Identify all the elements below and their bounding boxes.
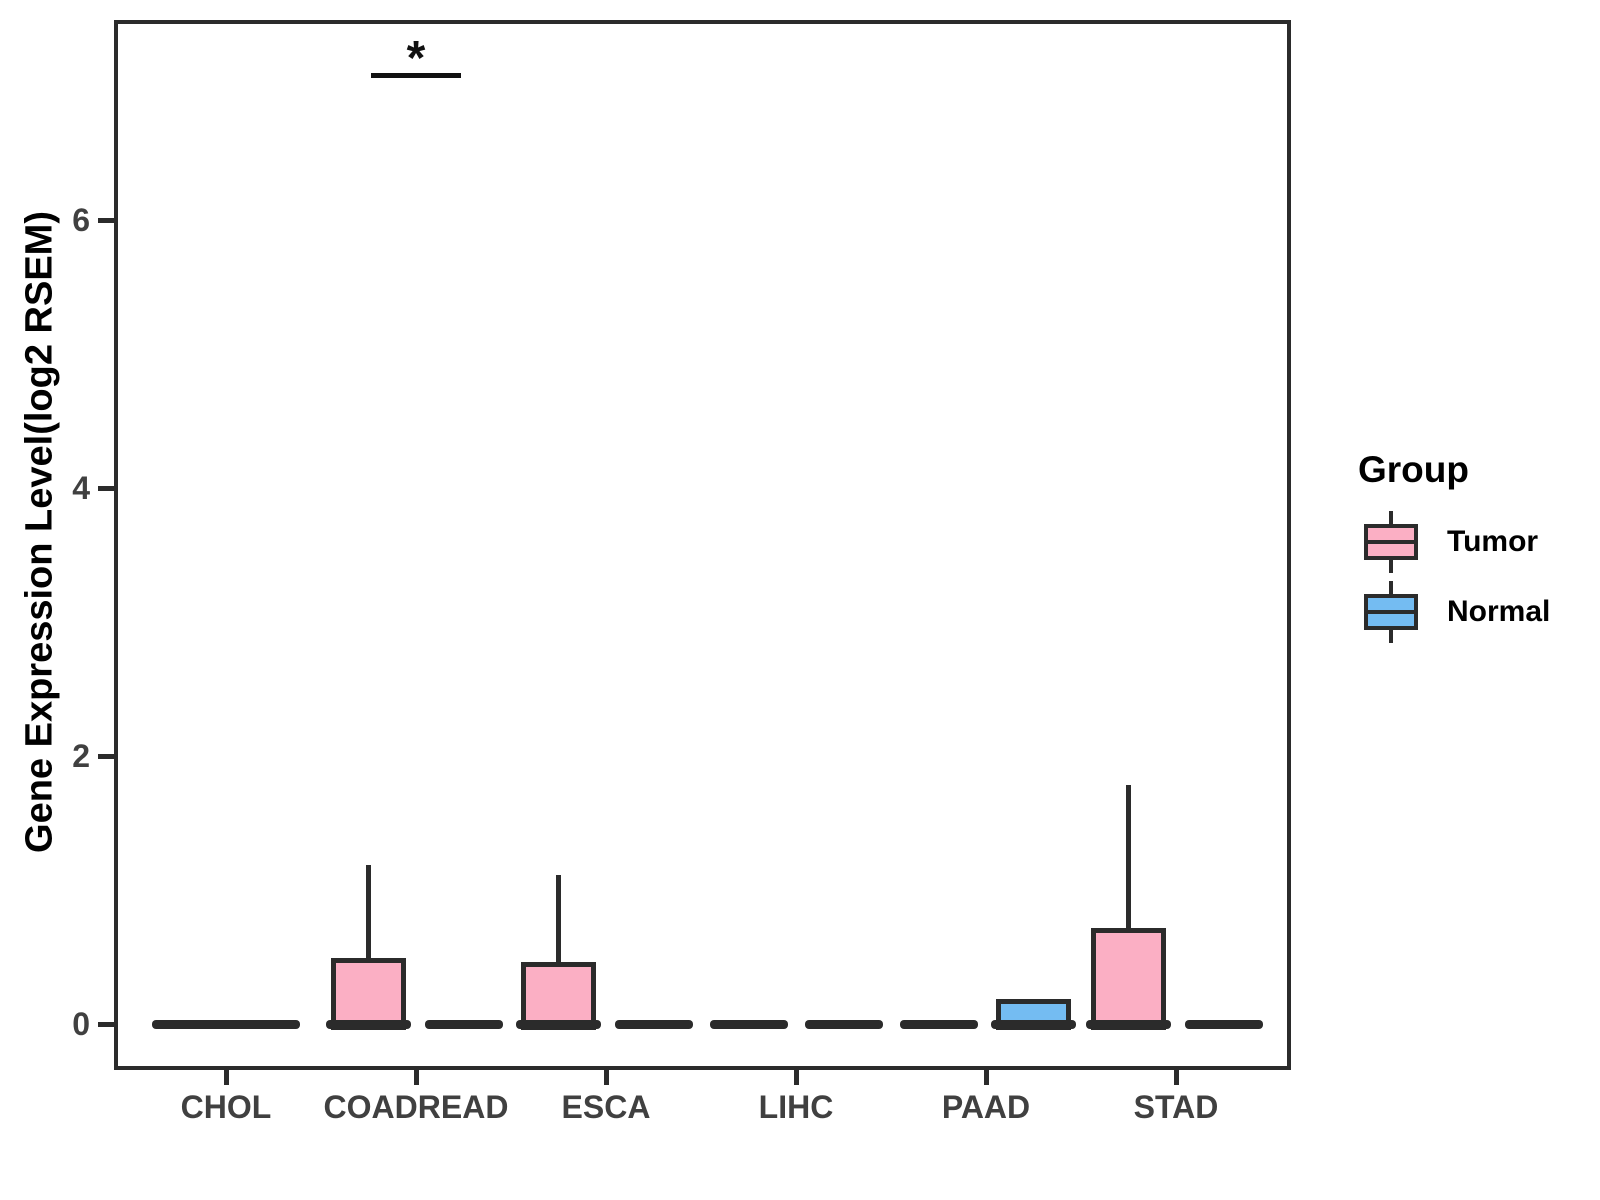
x-tick (223, 1070, 229, 1085)
y-tick (98, 217, 114, 223)
boxplot-chol-tumor-flat-line (152, 1019, 300, 1029)
legend-key-tumor-boxplot-icon (1363, 511, 1419, 573)
boxplot-stad-tumor-median (1086, 1019, 1171, 1029)
x-tick (413, 1070, 419, 1085)
boxplot-esca-tumor-median (516, 1019, 601, 1029)
legend-key-median (1364, 610, 1418, 614)
y-tick (98, 1021, 114, 1027)
y-tick-label: 6 (72, 202, 90, 238)
x-tick-label: STAD (1133, 1089, 1219, 1125)
y-tick-label: 2 (72, 738, 90, 774)
x-tick (983, 1070, 989, 1085)
plot-panel (114, 20, 1291, 1070)
legend-key-median (1364, 540, 1418, 544)
y-tick-label: 4 (72, 470, 90, 506)
x-tick (603, 1070, 609, 1085)
significance-star: * (406, 31, 426, 85)
boxplot-esca-normal-flat-line (614, 1019, 693, 1029)
y-tick (98, 485, 114, 491)
legend-label-tumor: Tumor (1447, 525, 1539, 558)
boxplot-stad-tumor-whisker (1126, 785, 1131, 928)
y-tick (98, 753, 114, 759)
boxplot-paad-tumor-flat-line (899, 1019, 978, 1029)
legend-label-normal: Normal (1447, 595, 1551, 628)
boxplot-lihc-normal-flat-line (804, 1019, 883, 1029)
boxplot-paad-normal-median (991, 1019, 1076, 1029)
legend-key-normal-boxplot-icon (1363, 581, 1419, 643)
boxplot-esca-tumor-whisker (556, 875, 561, 963)
boxplot-stad-normal-flat-line (1184, 1019, 1263, 1029)
x-tick-label: LIHC (758, 1089, 834, 1125)
x-tick-label: COADREAD (323, 1089, 509, 1125)
boxplot-coadread-tumor-whisker (366, 864, 371, 959)
boxplot-stad-tumor-box (1091, 927, 1166, 1030)
boxplot-lihc-tumor-flat-line (709, 1019, 788, 1029)
x-tick-label: ESCA (561, 1089, 651, 1125)
y-tick-label: 0 (72, 1006, 90, 1042)
legend-title: Group (1358, 449, 1469, 490)
x-tick-label: CHOL (180, 1089, 272, 1125)
boxplot-coadread-normal-flat-line (424, 1019, 503, 1029)
x-tick (793, 1070, 799, 1085)
x-tick (1173, 1070, 1179, 1085)
x-tick-label: PAAD (941, 1089, 1031, 1125)
boxplot-coadread-tumor-median (326, 1019, 411, 1029)
significance-line (371, 72, 461, 78)
